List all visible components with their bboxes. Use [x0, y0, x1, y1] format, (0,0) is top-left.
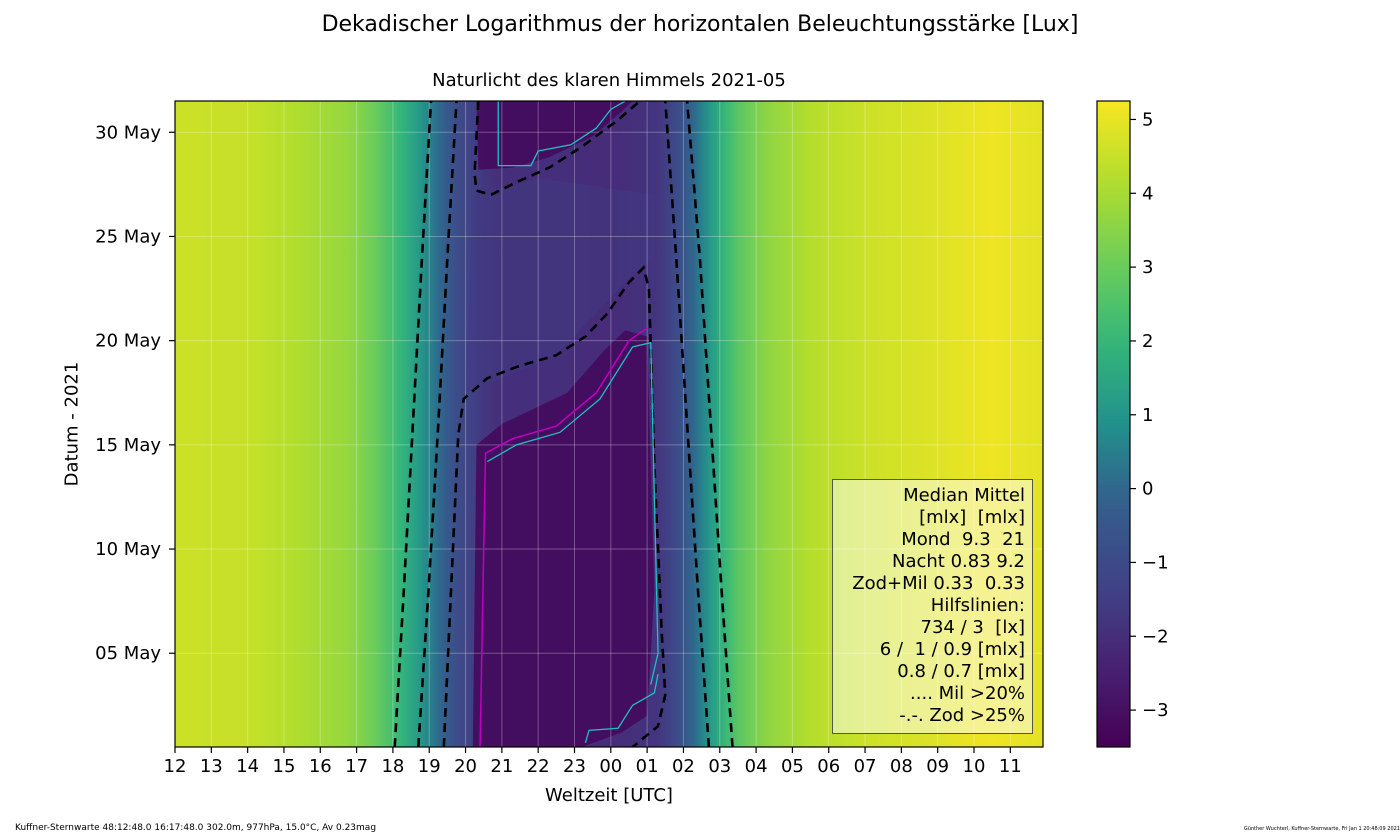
x-tick-label: 12 — [164, 756, 187, 777]
footer-author-stamp: Günther Wuchterl, Kuffner-Sternwarte, Fr… — [1243, 826, 1400, 832]
chart-subtitle: Naturlicht des klaren Himmels 2021-05 — [432, 70, 786, 91]
legend-line: Zod+Mil 0.33 0.33 — [852, 573, 1025, 594]
y-tick-label: 20 May — [95, 331, 161, 352]
legend-line: Nacht 0.83 9.2 — [891, 551, 1025, 572]
y-tick-label: 30 May — [95, 122, 161, 143]
colorbar — [1096, 100, 1131, 748]
legend-line: .... Mil >20% — [910, 683, 1025, 704]
legend-line: -.-. Zod >25% — [899, 705, 1025, 726]
moonless-night-region — [472, 330, 655, 747]
helper-contour-early — [584, 673, 659, 744]
x-tick-label: 09 — [926, 756, 949, 777]
x-tick-label: 04 — [745, 756, 768, 777]
legend-line: 6 / 1 / 0.9 [mlx] — [879, 639, 1025, 660]
plot-frame — [174, 100, 1044, 748]
legend-line: 734 / 3 [lx] — [920, 617, 1025, 638]
x-tick-label: 21 — [490, 756, 513, 777]
x-tick-label: 15 — [273, 756, 296, 777]
dashed-contour-1 — [393, 101, 433, 747]
x-tick-label: 11 — [999, 756, 1022, 777]
legend-line: [mlx] [mlx] — [919, 507, 1025, 528]
x-tick-label: 05 — [781, 756, 804, 777]
x-tick-label: 22 — [527, 756, 550, 777]
dashed-contour-3 — [442, 265, 667, 747]
footer-station-info: Kuffner-Sternwarte 48:12:48.0 16:17:48.0… — [15, 823, 377, 833]
y-tick-label: 05 May — [95, 643, 161, 664]
colorbar-tick-label: 0 — [1142, 479, 1153, 500]
dashed-contour-2 — [417, 101, 458, 747]
y-tick-label: 10 May — [95, 539, 161, 560]
colorbar-tick-label: 1 — [1142, 405, 1153, 426]
x-tick-label: 18 — [381, 756, 404, 777]
helper-contour — [487, 341, 659, 685]
legend-line: 0.8 / 0.7 [mlx] — [897, 661, 1025, 682]
x-axis-label: Weltzeit [UTC] — [545, 785, 673, 806]
y-tick-label: 15 May — [95, 435, 161, 456]
dashed-contour-4 — [664, 101, 711, 747]
helper-contour-late — [497, 101, 626, 167]
moonlit-night-region — [465, 178, 655, 393]
x-tick-label: 07 — [854, 756, 877, 777]
x-tick-label: 17 — [345, 756, 368, 777]
x-tick-label: 20 — [454, 756, 477, 777]
colorbar-tick-label: 2 — [1142, 331, 1153, 352]
colorbar-tick-label: −2 — [1142, 626, 1169, 647]
x-tick-label: 19 — [418, 756, 441, 777]
x-tick-label: 02 — [672, 756, 695, 777]
moon-contour — [479, 327, 648, 747]
dashed-contour-5 — [685, 101, 734, 747]
x-tick-label: 13 — [200, 756, 223, 777]
colorbar-tick-label: 5 — [1142, 109, 1153, 130]
x-tick-label: 23 — [563, 756, 586, 777]
x-tick-label: 10 — [963, 756, 986, 777]
moonless-night-region-late — [476, 101, 633, 170]
colorbar-tick-label: −3 — [1142, 700, 1169, 721]
legend-line: Mond 9.3 21 — [901, 529, 1025, 550]
colorbar-tick-label: 4 — [1142, 183, 1153, 204]
x-tick-label: 01 — [636, 756, 659, 777]
legend-box: Median Mittel [mlx] [mlx] Mond 9.3 21 Nacht… — [832, 479, 1033, 734]
legend-line: Median Mittel — [903, 485, 1025, 506]
dashed-contour-6 — [473, 101, 641, 197]
x-tick-label: 16 — [309, 756, 332, 777]
colorbar-tick-label: −1 — [1142, 552, 1169, 573]
x-tick-label: 03 — [708, 756, 731, 777]
x-tick-label: 08 — [890, 756, 913, 777]
y-tick-label: 25 May — [95, 226, 161, 247]
colorbar-tick-label: 3 — [1142, 257, 1153, 278]
x-tick-label: 14 — [236, 756, 259, 777]
x-tick-label: 00 — [599, 756, 622, 777]
y-axis-label: Datum - 2021 — [61, 361, 83, 487]
legend-line: Hilfslinien: — [930, 595, 1025, 616]
chart-title: Dekadischer Logarithmus der horizontalen… — [321, 12, 1079, 37]
x-tick-label: 06 — [817, 756, 840, 777]
